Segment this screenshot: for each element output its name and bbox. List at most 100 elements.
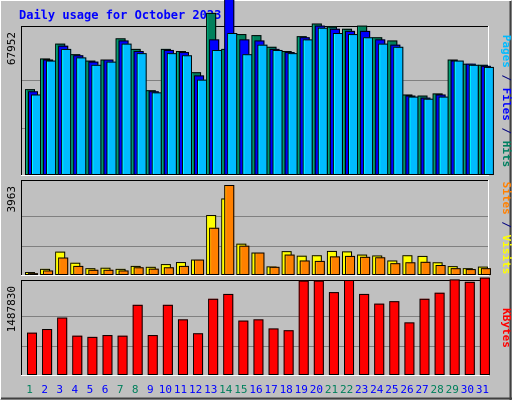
bar-kbytes-17 [268,328,279,375]
bar-pages-5 [91,64,102,175]
bar-kbytes-23 [359,293,370,375]
x-tick-label: 29 [446,383,459,396]
bar-pages-23 [363,37,374,176]
bar-kbytes-29 [449,279,460,375]
bar-sites-30 [465,269,476,275]
x-tick-label: 8 [132,383,139,396]
bar-pages-25 [393,46,404,175]
x-tick-label: 23 [355,383,368,396]
bar-sites-29 [450,268,461,276]
x-tick-label: 18 [280,383,293,396]
bar-sites-12 [194,259,205,276]
bar-pages-16 [257,44,268,175]
bar-pages-30 [468,64,479,175]
x-tick-label: 1 [26,383,33,396]
bar-pages-10 [166,53,177,176]
y-max-label: 3963 [5,186,18,213]
series-axis-label: KBytes [500,308,512,348]
x-tick-label: 2 [41,383,48,396]
bar-pages-31 [483,66,494,175]
x-tick-label: 4 [72,383,79,396]
bar-sites-22 [345,255,356,276]
bar-kbytes-26 [404,322,415,375]
bar-kbytes-6 [102,335,113,375]
x-tick-label: 11 [174,383,187,396]
series-label-part: Hits [500,141,512,168]
bar-kbytes-3 [57,317,68,375]
series-axis-label: Sites / Visits [500,182,512,275]
chart-title: Daily usage for October 2023 [19,8,221,22]
bar-sites-26 [405,262,416,275]
bar-kbytes-7 [117,335,128,376]
bar-kbytes-25 [389,301,400,375]
bar-pages-21 [332,33,343,175]
bar-kbytes-16 [253,319,264,375]
bar-kbytes-21 [328,292,339,375]
bar-sites-17 [269,266,280,275]
x-tick-label: 12 [189,383,202,396]
y-max-label: 1487830 [5,286,18,332]
bar-kbytes-18 [283,330,294,375]
bar-pages-28 [438,96,449,175]
bar-sites-3 [58,257,69,275]
bar-pages-11 [181,55,192,175]
bar-pages-7 [121,43,132,175]
panel-hits-files-pages: 67952 Pages / Files / Hits [5,0,512,176]
bar-sites-1 [28,273,38,276]
x-tick-label: 6 [102,383,109,396]
bar-sites-14 [224,185,235,275]
bar-kbytes-20 [313,280,324,375]
bar-sites-9 [148,268,159,275]
bar-pages-22 [348,34,359,175]
x-tick-label: 10 [159,383,172,396]
bar-pages-2 [46,60,57,175]
x-tick-label: 27 [415,383,428,396]
x-tick-label: 30 [461,383,474,396]
x-tick-label: 7 [117,383,124,396]
bar-pages-18 [287,53,298,176]
x-tick-label: 24 [370,383,384,396]
chart-panels: 67952 Pages / Files / Hits 3963 Sites / Vis… [5,0,512,376]
bar-kbytes-28 [434,292,445,376]
x-tick-label: 3 [56,383,63,396]
bar-pages-8 [136,53,147,176]
bar-pages-13 [212,49,223,175]
x-tick-label: 9 [147,383,154,396]
bar-sites-21 [329,256,340,276]
bar-pages-15 [242,54,253,175]
bar-kbytes-24 [374,303,385,375]
bar-kbytes-19 [298,280,309,375]
bar-kbytes-22 [344,280,355,376]
x-tick-label: 31 [476,383,489,396]
bar-kbytes-31 [479,277,490,375]
series-label-part: / [500,68,512,88]
bar-sites-7 [118,270,129,275]
panel-visits-sites: 3963 Sites / Visits [5,180,512,276]
series-label-part: Pages [500,35,512,68]
x-axis-labels: 1 2 3 4 5 6 7 8 9 10 11 12 13 14 15 16 17 18 19 20 21 22 23 24 2… [26,383,489,396]
bar-kbytes-8 [132,304,143,375]
x-tick-label: 25 [385,383,398,396]
x-tick-label: 16 [249,383,262,396]
bar-sites-24 [375,257,386,275]
series-label-part: / [500,215,512,235]
bar-pages-12 [197,79,208,175]
bar-sites-16 [254,252,265,275]
bar-kbytes-9 [147,335,158,375]
bar-sites-13 [209,227,220,276]
x-tick-label: 20 [310,383,323,396]
bar-sites-20 [314,260,325,276]
x-tick-label: 15 [234,383,247,396]
x-tick-label: 21 [325,383,338,396]
bar-pages-1 [31,94,41,175]
series-label-part: / [500,121,512,141]
bar-sites-28 [435,265,446,275]
bar-sites-5 [88,269,99,275]
bar-sites-25 [390,263,401,276]
bar-sites-15 [239,245,250,275]
x-tick-label: 19 [295,383,308,396]
bar-pages-9 [151,92,162,175]
bar-pages-14 [227,33,238,175]
series-label-part: Visits [500,235,512,275]
